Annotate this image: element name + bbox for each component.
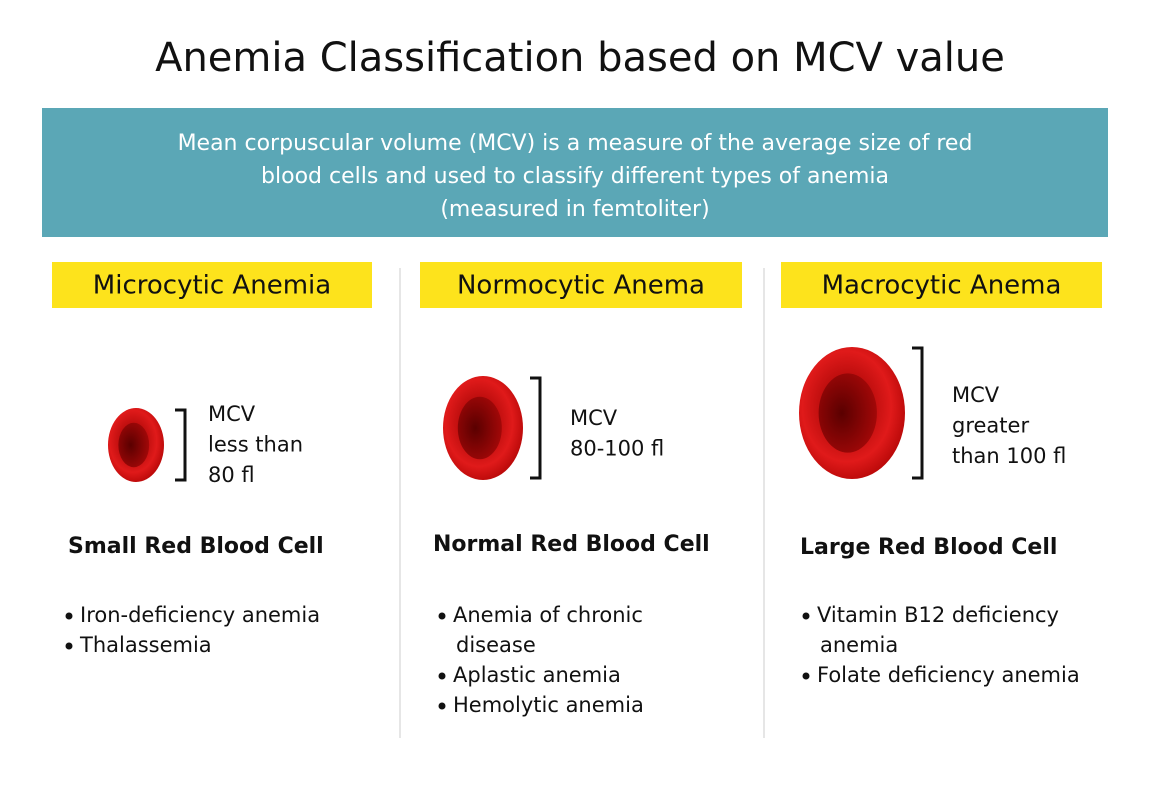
heading-bg xyxy=(781,262,1102,308)
cell-label: Large Red Blood Cell xyxy=(800,535,1057,560)
mcv-text: 80 fl xyxy=(208,463,255,487)
bullet-text: Aplastic anemia xyxy=(453,663,621,687)
bracket xyxy=(530,376,542,480)
mcv-text: greater xyxy=(952,414,1029,438)
column-heading: Macrocytic Anema xyxy=(822,271,1062,301)
mcv-text: MCV xyxy=(208,402,256,426)
mcv-text: 80-100 fl xyxy=(570,437,664,461)
mcv-text: less than xyxy=(208,433,303,457)
bullet xyxy=(802,612,810,620)
bullet-text: Iron-deficiency anemia xyxy=(80,603,320,627)
bullet xyxy=(438,702,446,710)
bullet-text: Hemolytic anemia xyxy=(453,693,644,717)
bullet xyxy=(65,612,73,620)
column-heading: Microcytic Anemia xyxy=(93,271,331,301)
title: Anemia Classification based on MCV value xyxy=(155,35,1005,81)
intro-box xyxy=(42,108,1108,237)
bullet xyxy=(438,612,446,620)
cell-label: Small Red Blood Cell xyxy=(68,534,324,559)
bullet xyxy=(438,672,446,680)
cell-center xyxy=(818,373,877,453)
intro-text: Mean corpuscular volume (MCV) is a measu… xyxy=(178,131,973,156)
cell-center xyxy=(457,396,502,460)
mcv-text: than 100 fl xyxy=(952,444,1066,468)
cell-center xyxy=(118,422,150,468)
bracket xyxy=(175,408,187,482)
bullet-text: Thalassemia xyxy=(79,633,212,657)
intro-text: blood cells and used to classify differe… xyxy=(261,164,889,189)
bullet-text: disease xyxy=(456,633,536,657)
mcv-text: MCV xyxy=(952,383,1000,407)
bullet-text: Anemia of chronic xyxy=(453,603,643,627)
bullet-text: Vitamin B12 deficiency xyxy=(817,603,1059,627)
bullet-text: anemia xyxy=(820,633,898,657)
mcv-text: MCV xyxy=(570,406,618,430)
cell-label: Normal Red Blood Cell xyxy=(433,532,710,557)
column-heading: Normocytic Anema xyxy=(457,271,705,301)
bracket xyxy=(912,346,924,480)
bullet-text: Folate deficiency anemia xyxy=(817,663,1080,687)
heading-bg xyxy=(52,262,372,308)
bullet xyxy=(65,642,73,650)
intro-text: (measured in femtoliter) xyxy=(440,197,709,222)
bullet xyxy=(802,672,810,680)
heading-bg xyxy=(420,262,742,308)
